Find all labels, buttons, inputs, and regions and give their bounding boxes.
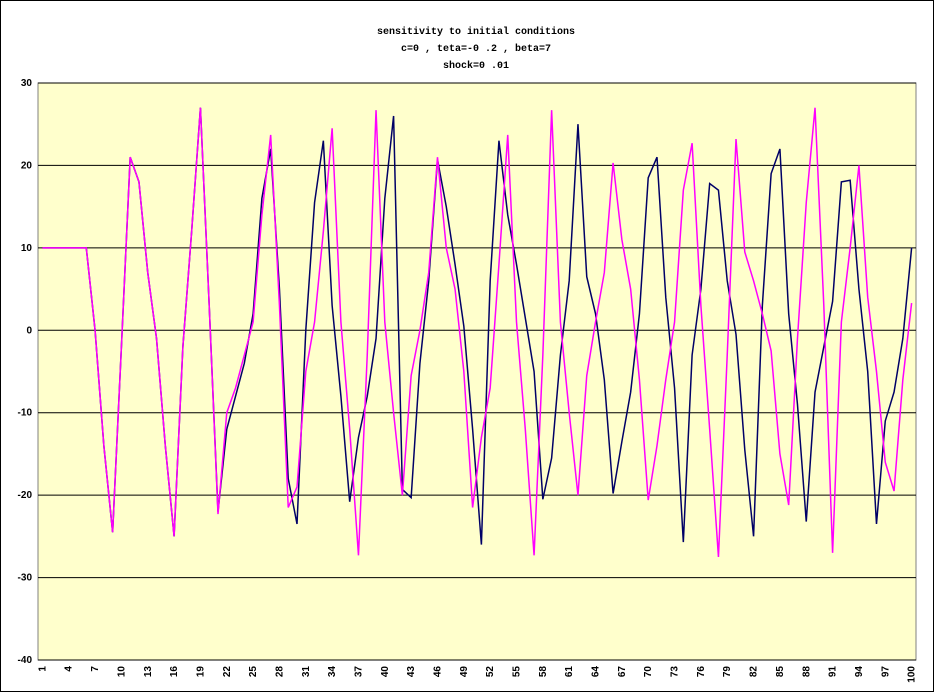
x-tick-label: 37 — [353, 666, 364, 678]
chart-title: c=0 , teta=-0 .2 , beta=7 — [401, 43, 551, 55]
x-tick-label: 46 — [432, 666, 443, 678]
x-tick-label: 88 — [801, 666, 812, 678]
x-tick-label: 22 — [222, 666, 233, 678]
x-tick-label: 76 — [696, 666, 707, 678]
x-tick-label: 52 — [485, 666, 496, 678]
x-tick-label: 31 — [301, 666, 312, 678]
x-tick-label: 43 — [406, 666, 417, 678]
x-tick-label: 40 — [380, 666, 391, 678]
x-tick-label: 13 — [143, 666, 154, 678]
chart-title: shock=0 .01 — [443, 60, 509, 72]
x-tick-label: 16 — [169, 666, 180, 678]
x-tick-label: 4 — [64, 666, 75, 672]
x-tick-label: 97 — [880, 666, 891, 678]
series-line — [42, 107, 913, 558]
x-tick-label: 82 — [749, 666, 760, 678]
y-tick-label: 0 — [26, 325, 32, 336]
y-tick-label: -40 — [18, 655, 33, 666]
x-tick-label: 67 — [617, 666, 628, 678]
x-tick-label: 10 — [116, 666, 127, 678]
x-tick-label: 25 — [248, 666, 259, 678]
x-tick-label: 61 — [564, 666, 575, 678]
x-tick-label: 70 — [643, 666, 654, 678]
x-tick-label: 58 — [538, 666, 549, 678]
x-tick-label: 55 — [512, 666, 523, 678]
y-tick-label: 20 — [21, 160, 33, 171]
x-tick-label: 79 — [722, 666, 733, 678]
x-tick-label: 64 — [591, 666, 602, 678]
x-tick-label: 28 — [274, 666, 285, 678]
x-tick-label: 85 — [775, 666, 786, 678]
y-tick-label: 10 — [21, 243, 33, 254]
chart-title: sensitivity to initial conditions — [377, 26, 575, 38]
y-tick-label: 30 — [21, 78, 33, 89]
y-tick-label: -30 — [18, 573, 33, 584]
x-tick-label: 19 — [195, 666, 206, 678]
x-tick-label: 1 — [37, 666, 48, 672]
x-tick-label: 94 — [854, 666, 865, 678]
x-tick-label: 91 — [828, 666, 839, 678]
x-tick-label: 34 — [327, 666, 338, 678]
x-tick-label: 73 — [670, 666, 681, 678]
y-tick-label: -20 — [18, 490, 33, 501]
plot-area — [37, 82, 917, 661]
x-tick-label: 49 — [459, 666, 470, 678]
x-tick-label: 7 — [90, 666, 101, 672]
x-tick-label: 100 — [907, 666, 918, 683]
y-tick-label: -10 — [18, 408, 33, 419]
